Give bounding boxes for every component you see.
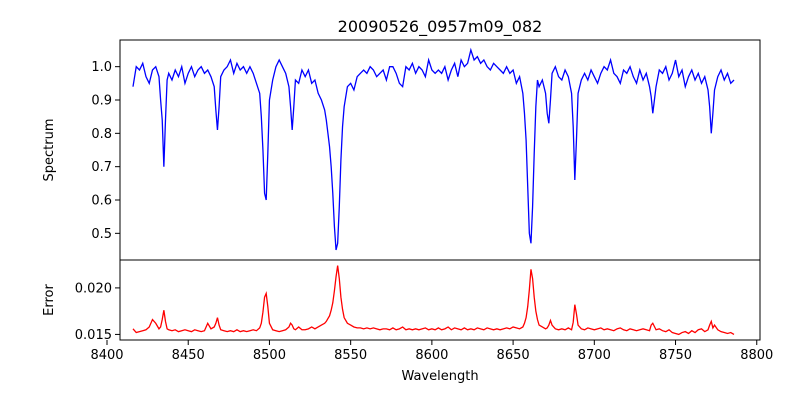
- spectrum-panel: 0.5 0.6 0.7 0.8 0.9 1.0 Spectrum: [42, 39, 761, 261]
- wavelength-x-tick-label: 8700: [578, 348, 611, 363]
- error-y-axis-label: Error: [42, 284, 57, 316]
- error-plot-frame: [119, 259, 761, 341]
- spectrum-y-tick-label: 1.0: [91, 60, 112, 75]
- wavelength-x-tick-label: 8500: [253, 348, 286, 363]
- wavelength-x-tick-label: 8650: [497, 348, 530, 363]
- wavelength-x-tick-label: 8550: [334, 348, 367, 363]
- error-y-tick-label: 0.020: [75, 281, 112, 296]
- error-series-line: [132, 265, 735, 336]
- wavelength-x-tick-label: 8600: [415, 348, 448, 363]
- spectrum-plot-frame: [119, 39, 761, 261]
- wavelength-x-tick-label: 8750: [659, 348, 692, 363]
- wavelength-x-tick-label: 8800: [740, 348, 773, 363]
- wavelength-x-ticks: 8400 8450 8500 8550 8600 8650 8700 8750 8800: [90, 340, 773, 363]
- spectrum-y-tick-label: 0.6: [91, 194, 112, 209]
- spectrum-y-tick-label: 0.9: [91, 94, 112, 109]
- spectrum-y-axis-label: Spectrum: [42, 119, 57, 182]
- wavelength-x-tick-label: 8450: [172, 348, 205, 363]
- spectrum-y-tick-label: 0.5: [91, 227, 112, 242]
- spectrum-y-tick-label: 0.8: [91, 127, 112, 142]
- wavelength-x-axis-label: Wavelength: [401, 369, 478, 384]
- spectrum-series-line: [132, 47, 735, 251]
- wavelength-x-tick-label: 8400: [90, 348, 123, 363]
- spectrum-y-ticks: 0.5 0.6 0.7 0.8 0.9 1.0: [91, 60, 120, 242]
- spectrum-y-tick-label: 0.7: [91, 160, 112, 175]
- figure-title: 20090526_0957m09_082: [338, 17, 543, 37]
- error-y-ticks: 0.015 0.020: [75, 281, 120, 343]
- error-y-tick-label: 0.015: [75, 328, 112, 343]
